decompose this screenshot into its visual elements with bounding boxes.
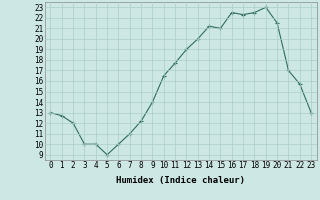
X-axis label: Humidex (Indice chaleur): Humidex (Indice chaleur) <box>116 176 245 185</box>
